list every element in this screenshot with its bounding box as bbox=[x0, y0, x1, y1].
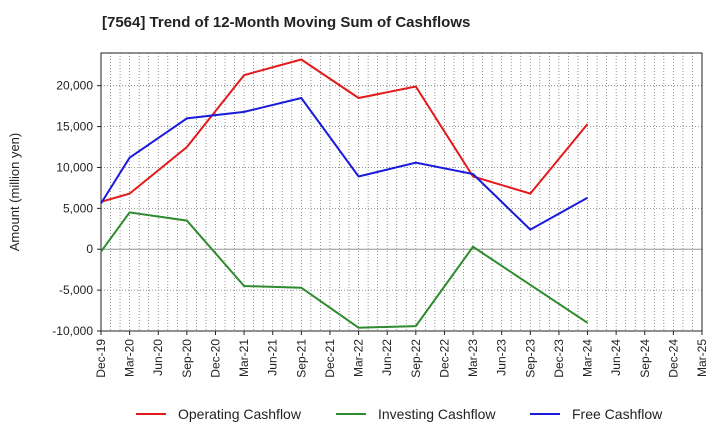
x-tick-label: Sep-22 bbox=[409, 339, 423, 378]
legend-label: Investing Cashflow bbox=[378, 406, 496, 422]
series-line-3 bbox=[100, 96, 588, 231]
y-axis-label: Amount (million yen) bbox=[7, 133, 22, 252]
y-tick-label: 15,000 bbox=[56, 120, 93, 134]
x-tick-label: Jun-21 bbox=[266, 339, 280, 376]
x-tick-label: Dec-21 bbox=[323, 339, 337, 378]
y-tick-label: 20,000 bbox=[56, 79, 93, 93]
x-tick-label: Dec-24 bbox=[666, 339, 680, 378]
series-line-2 bbox=[100, 211, 589, 329]
x-tick-label: Jun-22 bbox=[380, 339, 394, 376]
x-tick-label: Dec-23 bbox=[552, 339, 566, 378]
x-tick-label: Dec-19 bbox=[94, 339, 108, 378]
x-tick-label: Mar-23 bbox=[466, 339, 480, 377]
x-tick-label: Mar-20 bbox=[123, 339, 137, 377]
x-tick-label: Dec-22 bbox=[437, 339, 451, 378]
x-tick-label: Mar-25 bbox=[695, 339, 709, 377]
y-tick-label: 5,000 bbox=[63, 201, 93, 215]
plot-area bbox=[101, 53, 702, 331]
legend-label: Free Cashflow bbox=[572, 406, 663, 422]
plot-frame bbox=[100, 52, 703, 332]
x-tick-label: Jun-24 bbox=[609, 339, 623, 376]
x-tick-label: Mar-22 bbox=[352, 339, 366, 377]
chart-title: [7564] Trend of 12-Month Moving Sum of C… bbox=[102, 14, 471, 31]
y-tick-label: -10,000 bbox=[52, 324, 93, 338]
y-tick-label: 0 bbox=[86, 242, 93, 256]
y-tick-label: 10,000 bbox=[56, 160, 93, 174]
x-tick-label: Dec-20 bbox=[208, 339, 222, 378]
x-tick-label: Sep-23 bbox=[523, 339, 537, 378]
series-line-1 bbox=[100, 58, 589, 203]
legend-label: Operating Cashflow bbox=[178, 406, 302, 422]
x-tick-label: Mar-24 bbox=[581, 339, 595, 377]
x-tick-label: Sep-24 bbox=[638, 339, 652, 378]
x-tick-label: Sep-21 bbox=[294, 339, 308, 378]
y-tick-label: -5,000 bbox=[59, 283, 93, 297]
x-tick-label: Sep-20 bbox=[180, 339, 194, 378]
x-tick-label: Mar-21 bbox=[237, 339, 251, 377]
x-tick-label: Jun-23 bbox=[495, 339, 509, 376]
x-tick-label: Jun-20 bbox=[151, 339, 165, 376]
